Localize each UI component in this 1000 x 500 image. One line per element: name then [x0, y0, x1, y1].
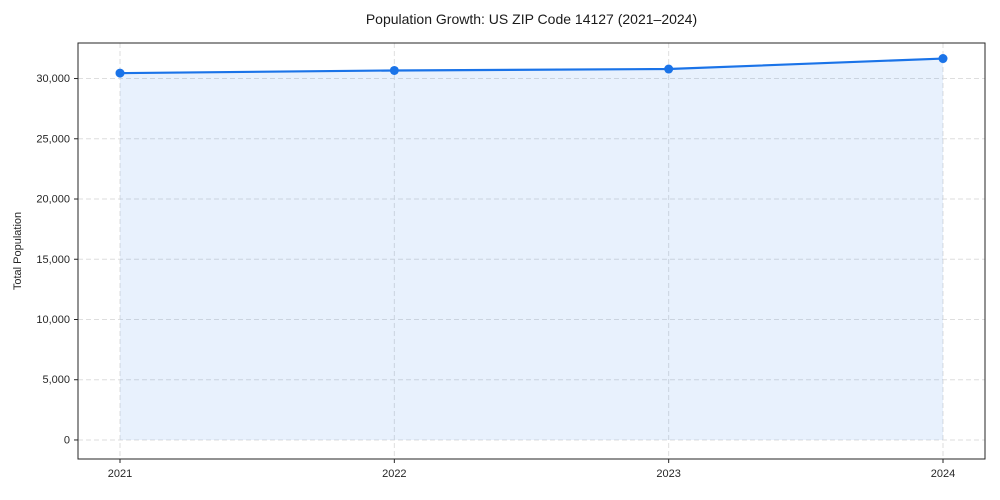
- y-tick-label: 30,000: [36, 73, 70, 85]
- area-fill: [120, 58, 943, 440]
- data-point-2023: [664, 64, 674, 74]
- chart-title: Population Growth: US ZIP Code 14127 (20…: [365, 11, 698, 27]
- y-tick-label: 0: [64, 434, 70, 446]
- x-tick-label: 2024: [931, 468, 955, 480]
- x-tick-label: 2023: [656, 468, 680, 480]
- x-tick-label: 2021: [108, 468, 132, 480]
- x-tick-label: 2022: [382, 468, 406, 480]
- data-point-2022: [389, 65, 399, 75]
- plot-border: [77, 42, 986, 460]
- y-tick-label: 20,000: [36, 194, 70, 206]
- data-point-2024: [938, 54, 948, 64]
- data-line: [118, 57, 945, 75]
- data-point-2021: [115, 68, 125, 78]
- y-tick-label: 15,000: [36, 254, 70, 266]
- y-tick-label: 25,000: [36, 133, 70, 145]
- y-tick-label: 5,000: [42, 374, 70, 386]
- y-tick-label: 10,000: [36, 314, 70, 326]
